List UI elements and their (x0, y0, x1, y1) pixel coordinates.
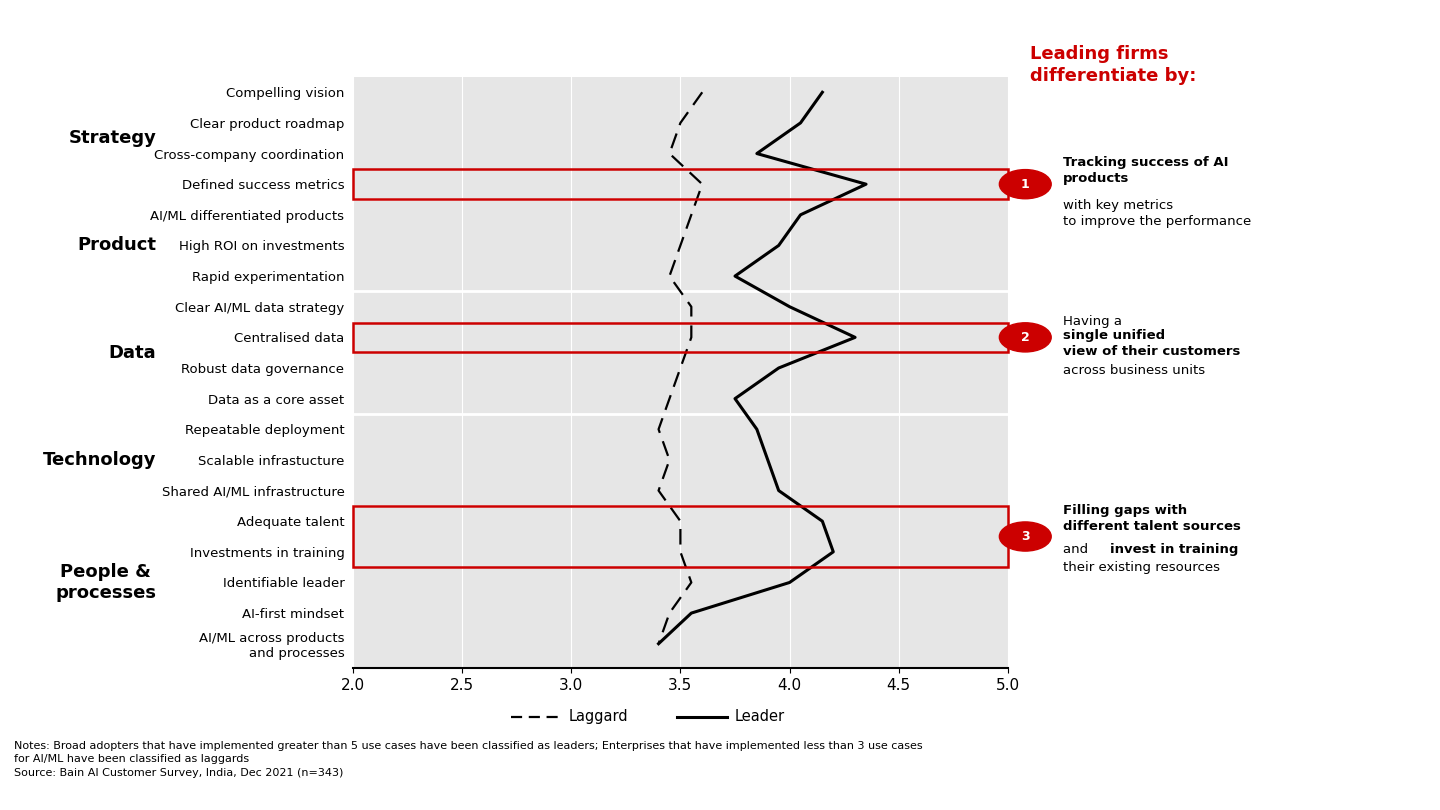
Text: Strategy: Strategy (68, 130, 157, 147)
Text: Tracking success of AI
products: Tracking success of AI products (1063, 156, 1228, 185)
Text: Leading firms
differentiate by:: Leading firms differentiate by: (1030, 45, 1197, 85)
Bar (353, 506, 1008, 566)
Text: Product: Product (78, 237, 157, 254)
Text: Having a: Having a (1063, 315, 1126, 328)
Bar (353, 169, 1008, 199)
Text: across business units: across business units (1063, 364, 1205, 377)
Text: 1: 1 (1021, 177, 1030, 190)
Text: Filling gaps with
different talent sources: Filling gaps with different talent sourc… (1063, 504, 1241, 533)
Text: single unified
view of their customers: single unified view of their customers (1063, 330, 1240, 358)
Text: Laggard: Laggard (569, 710, 628, 724)
Text: Data: Data (108, 343, 157, 362)
Text: Enterprises: Enterprises (59, 42, 157, 57)
Text: 2: 2 (1021, 330, 1030, 344)
Bar (353, 322, 1008, 352)
Text: 3: 3 (1021, 530, 1030, 543)
Text: Technology: Technology (43, 451, 157, 469)
Text: ⊞: ⊞ (17, 40, 32, 58)
Text: People &
processes: People & processes (55, 563, 157, 602)
Text: with key metrics
to improve the performance: with key metrics to improve the performa… (1063, 198, 1251, 228)
Text: Leader: Leader (734, 710, 785, 724)
Text: and: and (1063, 543, 1092, 556)
Text: their existing resources: their existing resources (1063, 561, 1220, 573)
Text: Notes: Broad adopters that have implemented greater than 5 use cases have been c: Notes: Broad adopters that have implemen… (14, 741, 923, 778)
Text: invest in training: invest in training (1110, 543, 1238, 556)
